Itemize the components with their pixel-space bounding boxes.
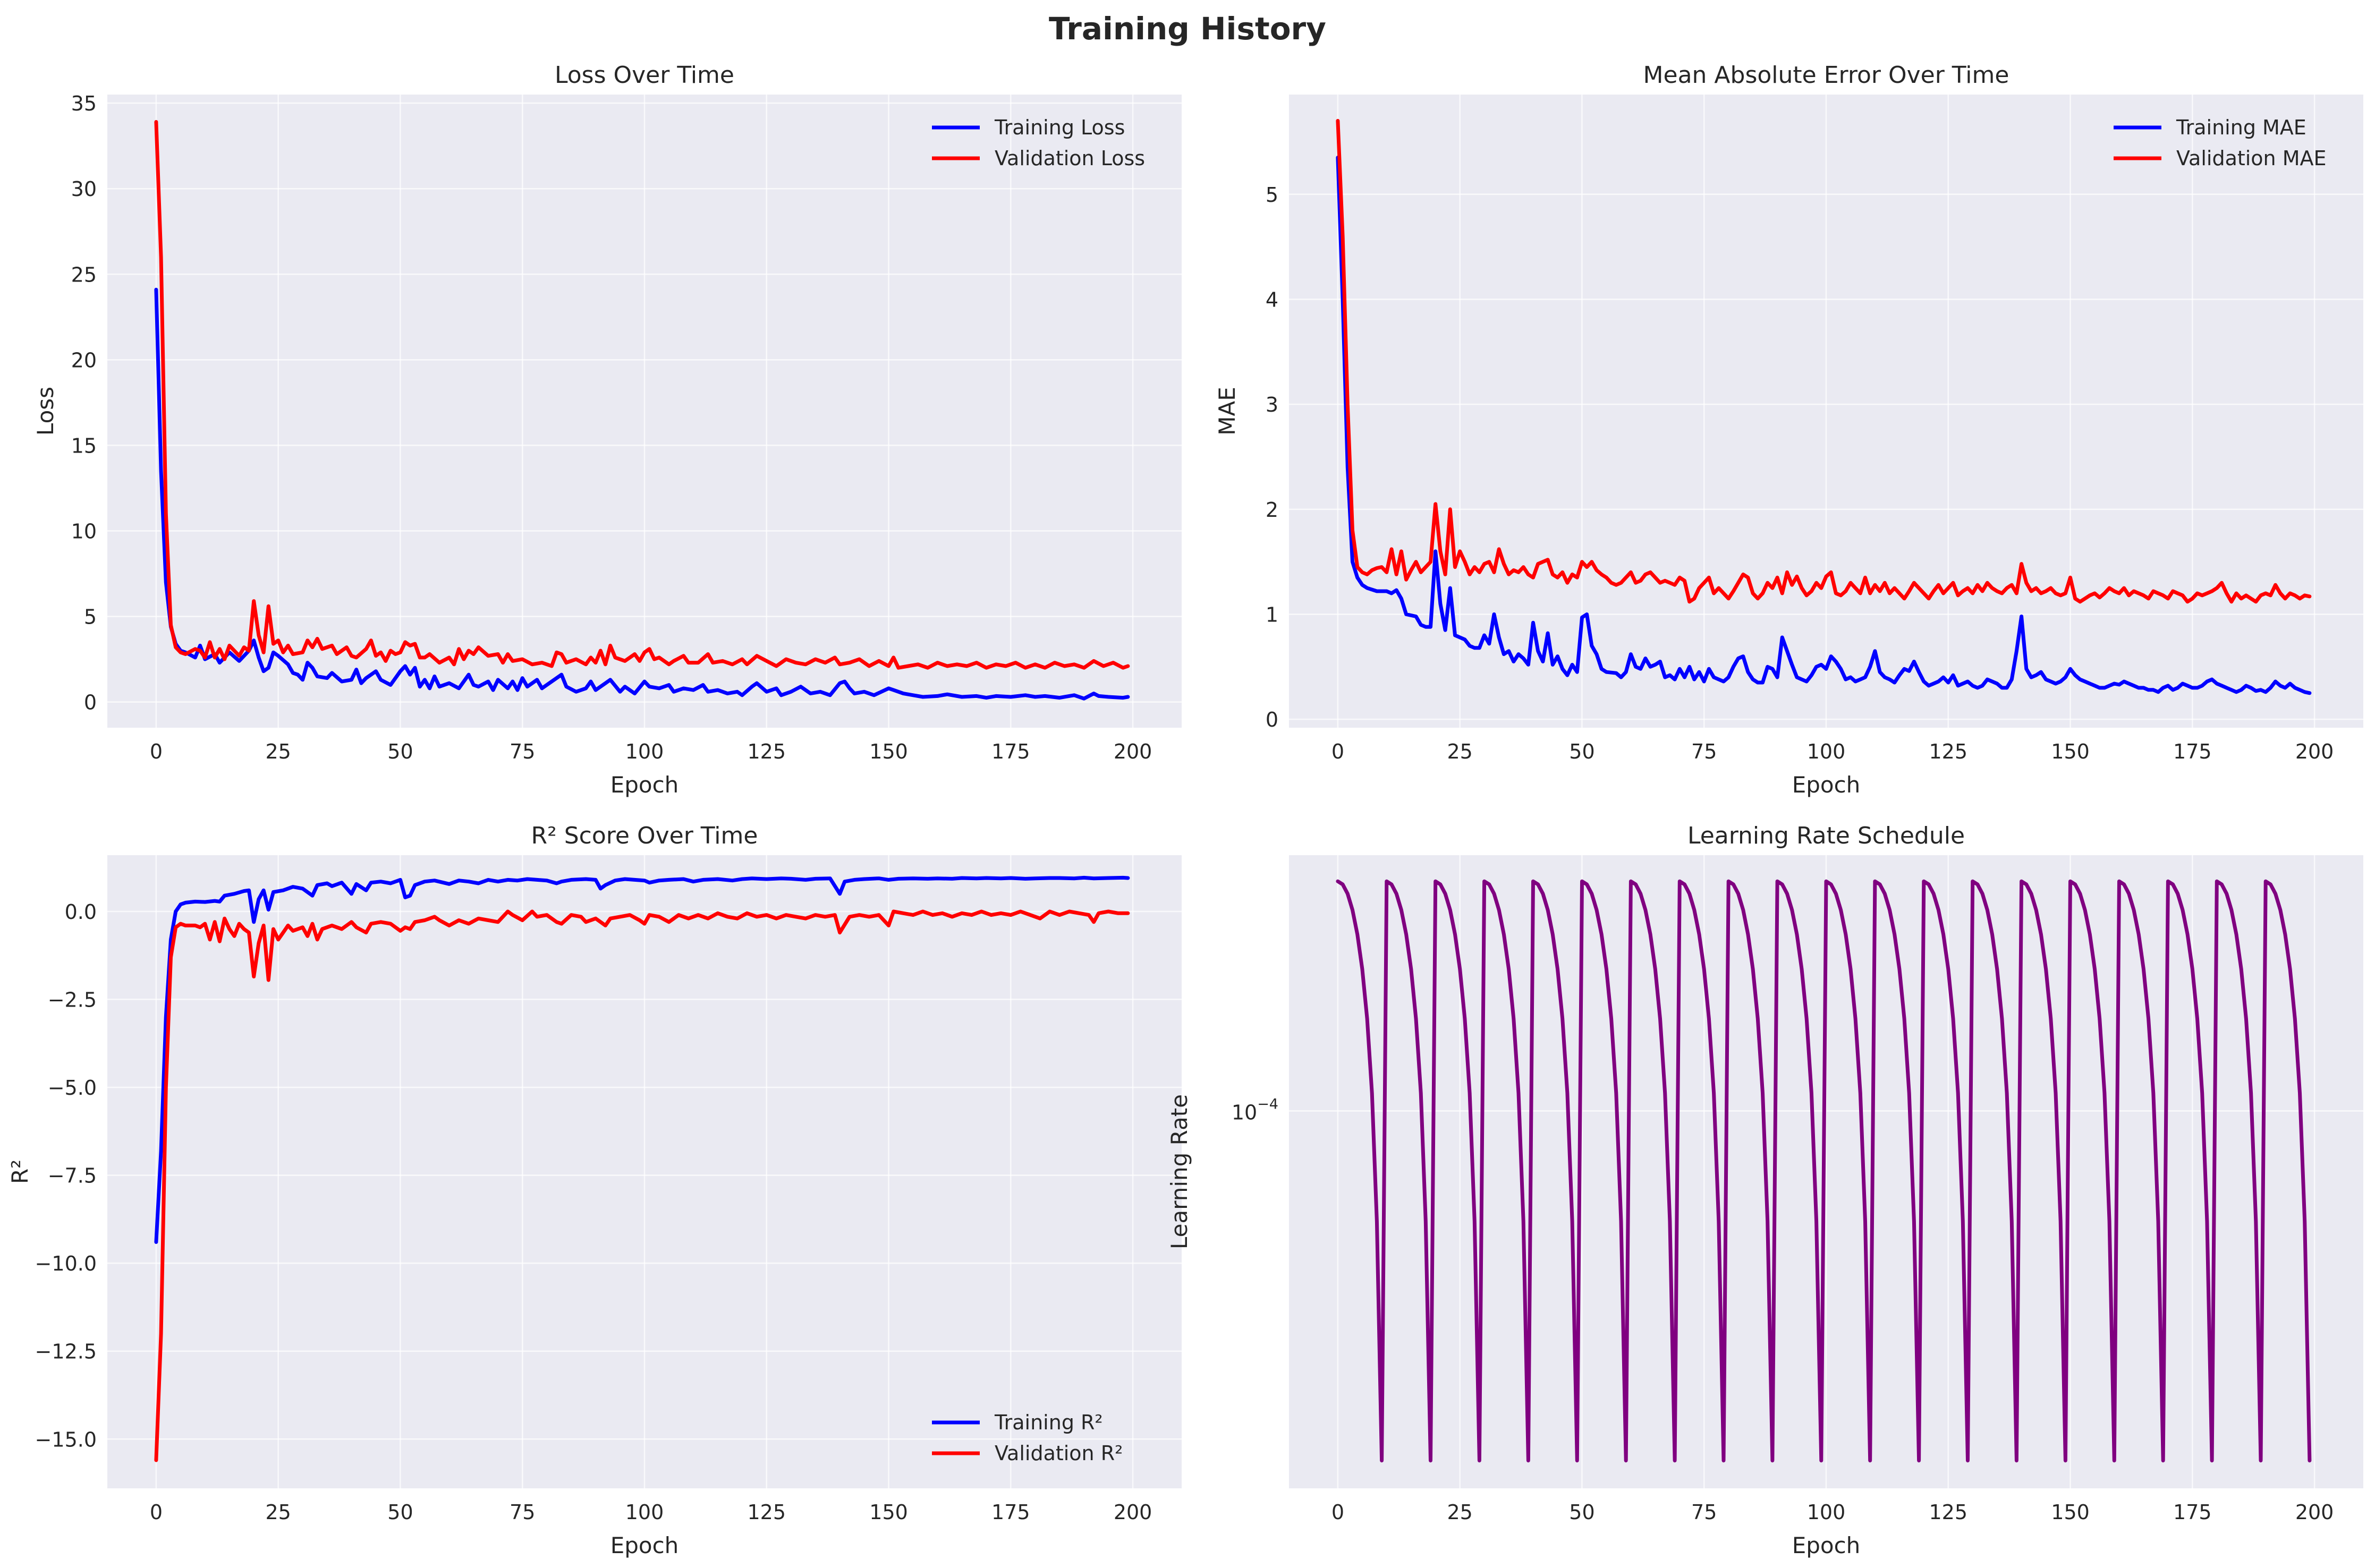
y-axis-label: Learning Rate (1166, 1094, 1192, 1249)
y-axis-label: R² (7, 1160, 33, 1184)
x-tick-label: 125 (1929, 740, 1968, 763)
subplot-title: Mean Absolute Error Over Time (1643, 62, 2009, 89)
x-axis-label: Epoch (1792, 1532, 1861, 1558)
y-tick-label: −10.0 (35, 1252, 97, 1275)
x-tick-label: 150 (869, 740, 908, 763)
x-tick-label: 50 (1569, 740, 1594, 763)
x-tick-label: 150 (869, 1501, 908, 1524)
x-tick-label: 150 (2051, 1501, 2090, 1524)
x-tick-label: 100 (625, 1501, 664, 1524)
x-tick-label: 125 (748, 740, 786, 763)
y-tick-label: −12.5 (35, 1340, 97, 1364)
x-tick-label: 100 (1807, 1501, 1846, 1524)
y-tick-label: 0 (84, 691, 97, 714)
y-tick-label: 5 (1266, 183, 1278, 207)
series-line-1 (1336, 156, 2312, 695)
series-line-1 (154, 875, 1130, 1244)
x-tick-label: 75 (510, 1501, 535, 1524)
x-tick-label: 75 (510, 740, 535, 763)
y-axis-label: Loss (32, 387, 58, 436)
x-tick-label: 200 (2295, 1501, 2334, 1524)
x-tick-label: 50 (387, 1501, 413, 1524)
y-tick-label: 10−4 (1232, 1096, 1278, 1124)
y-tick-label: 3 (1266, 393, 1278, 416)
x-tick-label: 200 (1114, 1501, 1152, 1524)
y-tick-label: 0 (1266, 708, 1278, 731)
subplot-title: Loss Over Time (555, 62, 734, 89)
y-tick-label: −5.0 (48, 1076, 97, 1100)
x-axis-label: Epoch (1792, 772, 1861, 798)
y-tick-label: 15 (71, 434, 97, 457)
x-tick-label: 150 (2051, 740, 2090, 763)
y-tick-label: 35 (71, 92, 97, 115)
x-tick-label: 200 (2295, 740, 2334, 763)
subplot-1: 0 25 50 75 100 125 150 175 200 0 5 10 15 20 25 30 35 Loss… (32, 62, 1182, 798)
y-tick-label: 30 (71, 177, 97, 201)
x-tick-label: 0 (1331, 1501, 1344, 1524)
y-tick-label: 0.0 (65, 900, 97, 924)
legend: Training R² Validation R² (932, 1411, 1123, 1465)
x-tick-label: 125 (1929, 1501, 1968, 1524)
x-tick-label: 100 (625, 740, 664, 763)
x-tick-label: 25 (1447, 740, 1473, 763)
legend: Training Loss Validation Loss (932, 116, 1145, 170)
series-line-1 (1336, 879, 2312, 1463)
x-tick-label: 75 (1691, 740, 1717, 763)
x-axis-label: Epoch (610, 772, 679, 798)
x-tick-label: 0 (150, 740, 163, 763)
x-tick-label: 25 (266, 1501, 291, 1524)
x-tick-label: 25 (266, 740, 291, 763)
y-tick-label: −2.5 (48, 988, 97, 1012)
x-axis-label: Epoch (610, 1532, 679, 1558)
x-tick-label: 175 (991, 740, 1030, 763)
figure-title: Training History (1049, 11, 1326, 47)
x-tick-label: 0 (1331, 740, 1344, 763)
legend-label: Training R² (994, 1411, 1103, 1434)
subplot-grid: 0 25 50 75 100 125 150 175 20005101520253035Loss… (7, 62, 2363, 1558)
legend-label: Validation MAE (2176, 147, 2327, 170)
legend-label: Training Loss (994, 116, 1125, 139)
y-tick-label: 5 (84, 606, 97, 629)
x-tick-label: 175 (991, 1501, 1030, 1524)
y-tick-label: −7.5 (48, 1164, 97, 1188)
x-tick-label: 25 (1447, 1501, 1473, 1524)
y-tick-label: 20 (71, 348, 97, 372)
y-tick-label: 1 (1266, 603, 1278, 627)
legend-label: Training MAE (2176, 116, 2306, 139)
subplot-3: 0 25 50 75 100 125 150 175 200 0.0 −2.5 −5.0 −7.5 −10… (7, 822, 1182, 1558)
y-tick-label: 2 (1266, 498, 1278, 522)
x-tick-label: 100 (1807, 740, 1846, 763)
legend-label: Validation Loss (995, 147, 1145, 170)
y-tick-label: −15.0 (35, 1428, 97, 1451)
legend-label: Validation R² (995, 1442, 1123, 1465)
x-tick-label: 0 (150, 1501, 163, 1524)
subplot-title: R² Score Over Time (531, 822, 758, 849)
series-line-2 (154, 909, 1130, 1462)
x-tick-label: 125 (748, 1501, 786, 1524)
series-line-2 (154, 120, 1130, 670)
x-tick-label: 175 (2173, 1501, 2212, 1524)
x-tick-label: 175 (2173, 740, 2212, 763)
y-tick-label: 25 (71, 263, 97, 286)
y-tick-label: 4 (1266, 288, 1278, 311)
legend: Training MAE Validation MAE (2114, 116, 2327, 170)
subplot-title: Learning Rate Schedule (1687, 822, 1965, 849)
series-line-2 (1336, 118, 2312, 604)
series-line-1 (154, 287, 1130, 701)
subplot-2: 0 25 50 75 100 125 150 175 200 0 1 2 3 4 5 Mean Absolut… (1214, 62, 2363, 798)
y-axis-label: MAE (1214, 387, 1240, 436)
x-tick-label: 50 (387, 740, 413, 763)
x-tick-label: 200 (1114, 740, 1152, 763)
x-tick-label: 50 (1569, 1501, 1594, 1524)
subplot-4: 0 25 50 75 100 125 150 175 200 10−4 Learning Rate … (1166, 822, 2363, 1558)
y-tick-label: 10 (71, 520, 97, 543)
x-tick-label: 75 (1691, 1501, 1717, 1524)
